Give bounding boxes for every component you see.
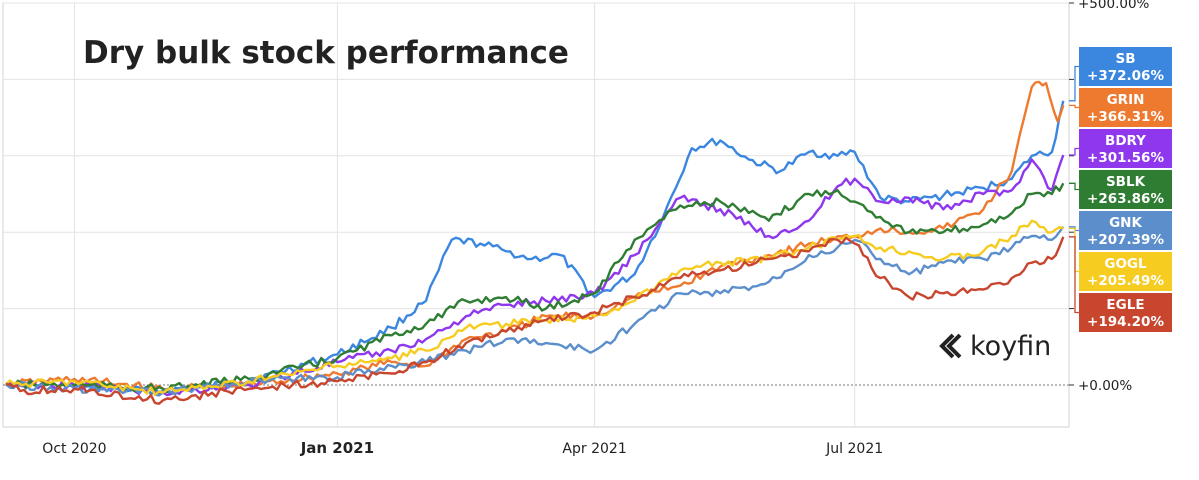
legend-box-gogl <box>1079 252 1172 291</box>
series-lines <box>5 80 1065 405</box>
legend-value-gnk: +207.39% <box>1087 232 1164 248</box>
legend-connector-egle <box>1069 236 1079 314</box>
y-tick-label: +0.00% <box>1078 378 1132 394</box>
legend-box-gnk <box>1079 211 1172 250</box>
legend-value-bdry: +301.56% <box>1087 150 1164 166</box>
koyfin-watermark: koyfin <box>939 331 1051 362</box>
x-tick-label: Oct 2020 <box>42 441 106 457</box>
legend-connector-bdry <box>1069 147 1079 156</box>
chart-title: Dry bulk stock performance <box>83 35 569 71</box>
x-tick-label: Jan 2021 <box>300 439 374 457</box>
legend-box-grin <box>1079 88 1172 127</box>
legend-connector-sb <box>1069 65 1079 102</box>
legend-box-bdry <box>1079 129 1172 168</box>
legend-value-sb: +372.06% <box>1087 68 1164 84</box>
legend-name-grin: GRIN <box>1107 92 1145 108</box>
legend-value-gogl: +205.49% <box>1087 273 1164 289</box>
grid-lines <box>3 2 1069 427</box>
legend-value-grin: +366.31% <box>1087 109 1164 125</box>
y-tick-label: +500.00% <box>1078 0 1150 12</box>
legend-name-sb: SB <box>1115 51 1135 67</box>
legend-name-gogl: GOGL <box>1104 256 1147 272</box>
legend-name-gnk: GNK <box>1109 215 1142 231</box>
legend: SB+372.06%GRIN+366.31%BDRY+301.56%SBLK+2… <box>1069 47 1172 332</box>
x-tick-label: Apr 2021 <box>562 441 626 457</box>
legend-value-sblk: +263.86% <box>1087 191 1164 207</box>
series-line-gnk <box>5 226 1065 397</box>
legend-box-egle <box>1079 293 1172 332</box>
legend-value-egle: +194.20% <box>1087 314 1164 330</box>
legend-name-egle: EGLE <box>1106 297 1144 313</box>
koyfin-logo-icon <box>939 333 962 359</box>
brand-name: koyfin <box>970 331 1051 362</box>
x-tick-label: Jul 2021 <box>825 441 883 457</box>
axes: +0.00% +500.00% Oct 2020 Jan 2021 Apr 2021 Ju… <box>42 0 1149 457</box>
legend-connector-sblk <box>1069 182 1079 191</box>
legend-box-sb <box>1079 47 1172 86</box>
legend-box-sblk <box>1079 170 1172 209</box>
legend-connector-grin <box>1069 104 1079 109</box>
legend-name-sblk: SBLK <box>1106 174 1146 190</box>
series-line-egle <box>5 236 1065 405</box>
series-line-sb <box>5 100 1065 396</box>
legend-name-bdry: BDRY <box>1105 133 1146 149</box>
